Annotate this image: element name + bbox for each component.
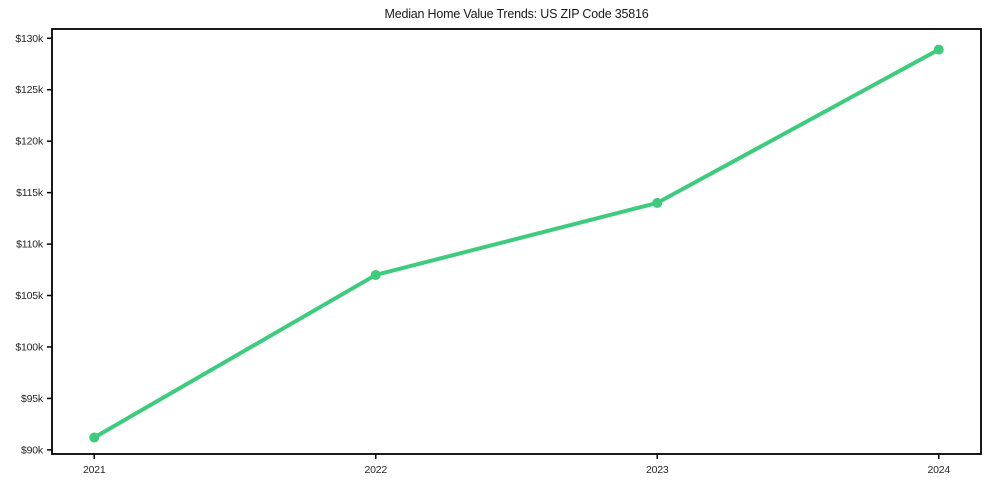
y-tick-label: $115k bbox=[16, 187, 44, 199]
data-point-marker bbox=[89, 432, 100, 443]
y-tick-label: $110k bbox=[16, 239, 44, 251]
y-tick-label: $125k bbox=[15, 84, 44, 96]
y-tick-label: $120k bbox=[15, 136, 44, 148]
x-tick-label: 2023 bbox=[646, 464, 669, 476]
y-tick-label: $90k bbox=[21, 444, 44, 456]
x-tick-label: 2021 bbox=[83, 464, 106, 476]
data-point-marker bbox=[370, 269, 381, 280]
x-tick-label: 2024 bbox=[927, 464, 950, 476]
y-tick-label: $95k bbox=[21, 393, 44, 405]
trend-line bbox=[92, 47, 941, 440]
y-tick-label: $130k bbox=[15, 33, 44, 45]
data-point-marker bbox=[652, 197, 663, 208]
data-point-marker bbox=[933, 44, 944, 55]
plot-area bbox=[51, 28, 982, 455]
y-tick-label: $100k bbox=[15, 341, 44, 353]
x-tick-label: 2022 bbox=[364, 464, 387, 476]
chart-title: Median Home Value Trends: US ZIP Code 35… bbox=[384, 7, 649, 21]
y-tick-label: $105k bbox=[15, 290, 44, 302]
